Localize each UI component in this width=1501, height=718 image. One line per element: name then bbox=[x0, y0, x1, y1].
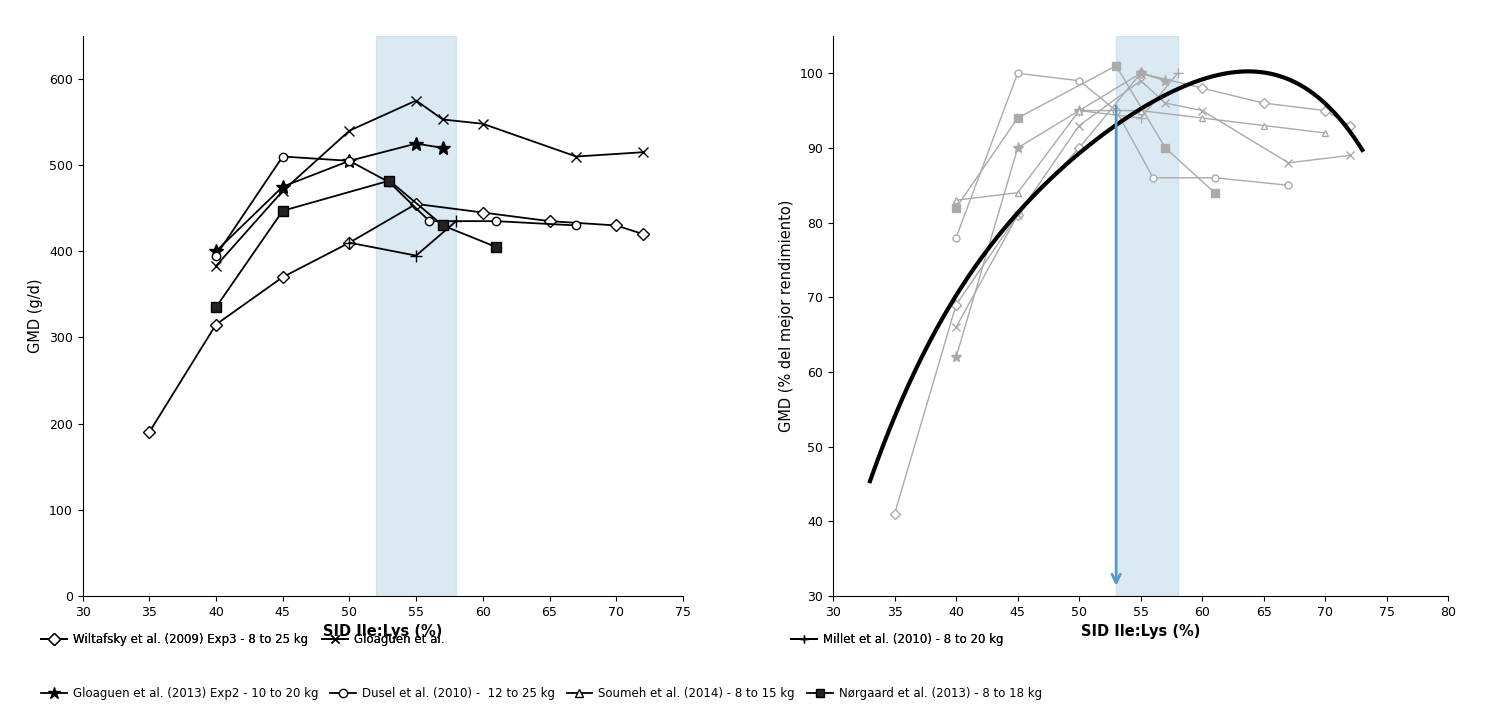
Y-axis label: GMD (% del mejor rendimiento): GMD (% del mejor rendimiento) bbox=[779, 200, 794, 432]
X-axis label: SID Ile:Lys (%): SID Ile:Lys (%) bbox=[323, 624, 443, 639]
Bar bbox=[377, 36, 456, 596]
Bar bbox=[1117, 36, 1178, 596]
Y-axis label: GMD (g/d): GMD (g/d) bbox=[29, 279, 44, 353]
Legend: Millet et al. (2010) - 8 to 20 kg: Millet et al. (2010) - 8 to 20 kg bbox=[787, 629, 1009, 651]
X-axis label: SID Ile:Lys (%): SID Ile:Lys (%) bbox=[1081, 624, 1201, 639]
Legend: Gloaguen et al. (2013) Exp2 - 10 to 20 kg, Dusel et al. (2010) -  12 to 25 kg, S: Gloaguen et al. (2013) Exp2 - 10 to 20 k… bbox=[36, 683, 1046, 705]
Legend: Wiltafsky et al. (2009) Exp3 - 8 to 25 kg, Gloaguen et al.: Wiltafsky et al. (2009) Exp3 - 8 to 25 k… bbox=[36, 629, 449, 651]
